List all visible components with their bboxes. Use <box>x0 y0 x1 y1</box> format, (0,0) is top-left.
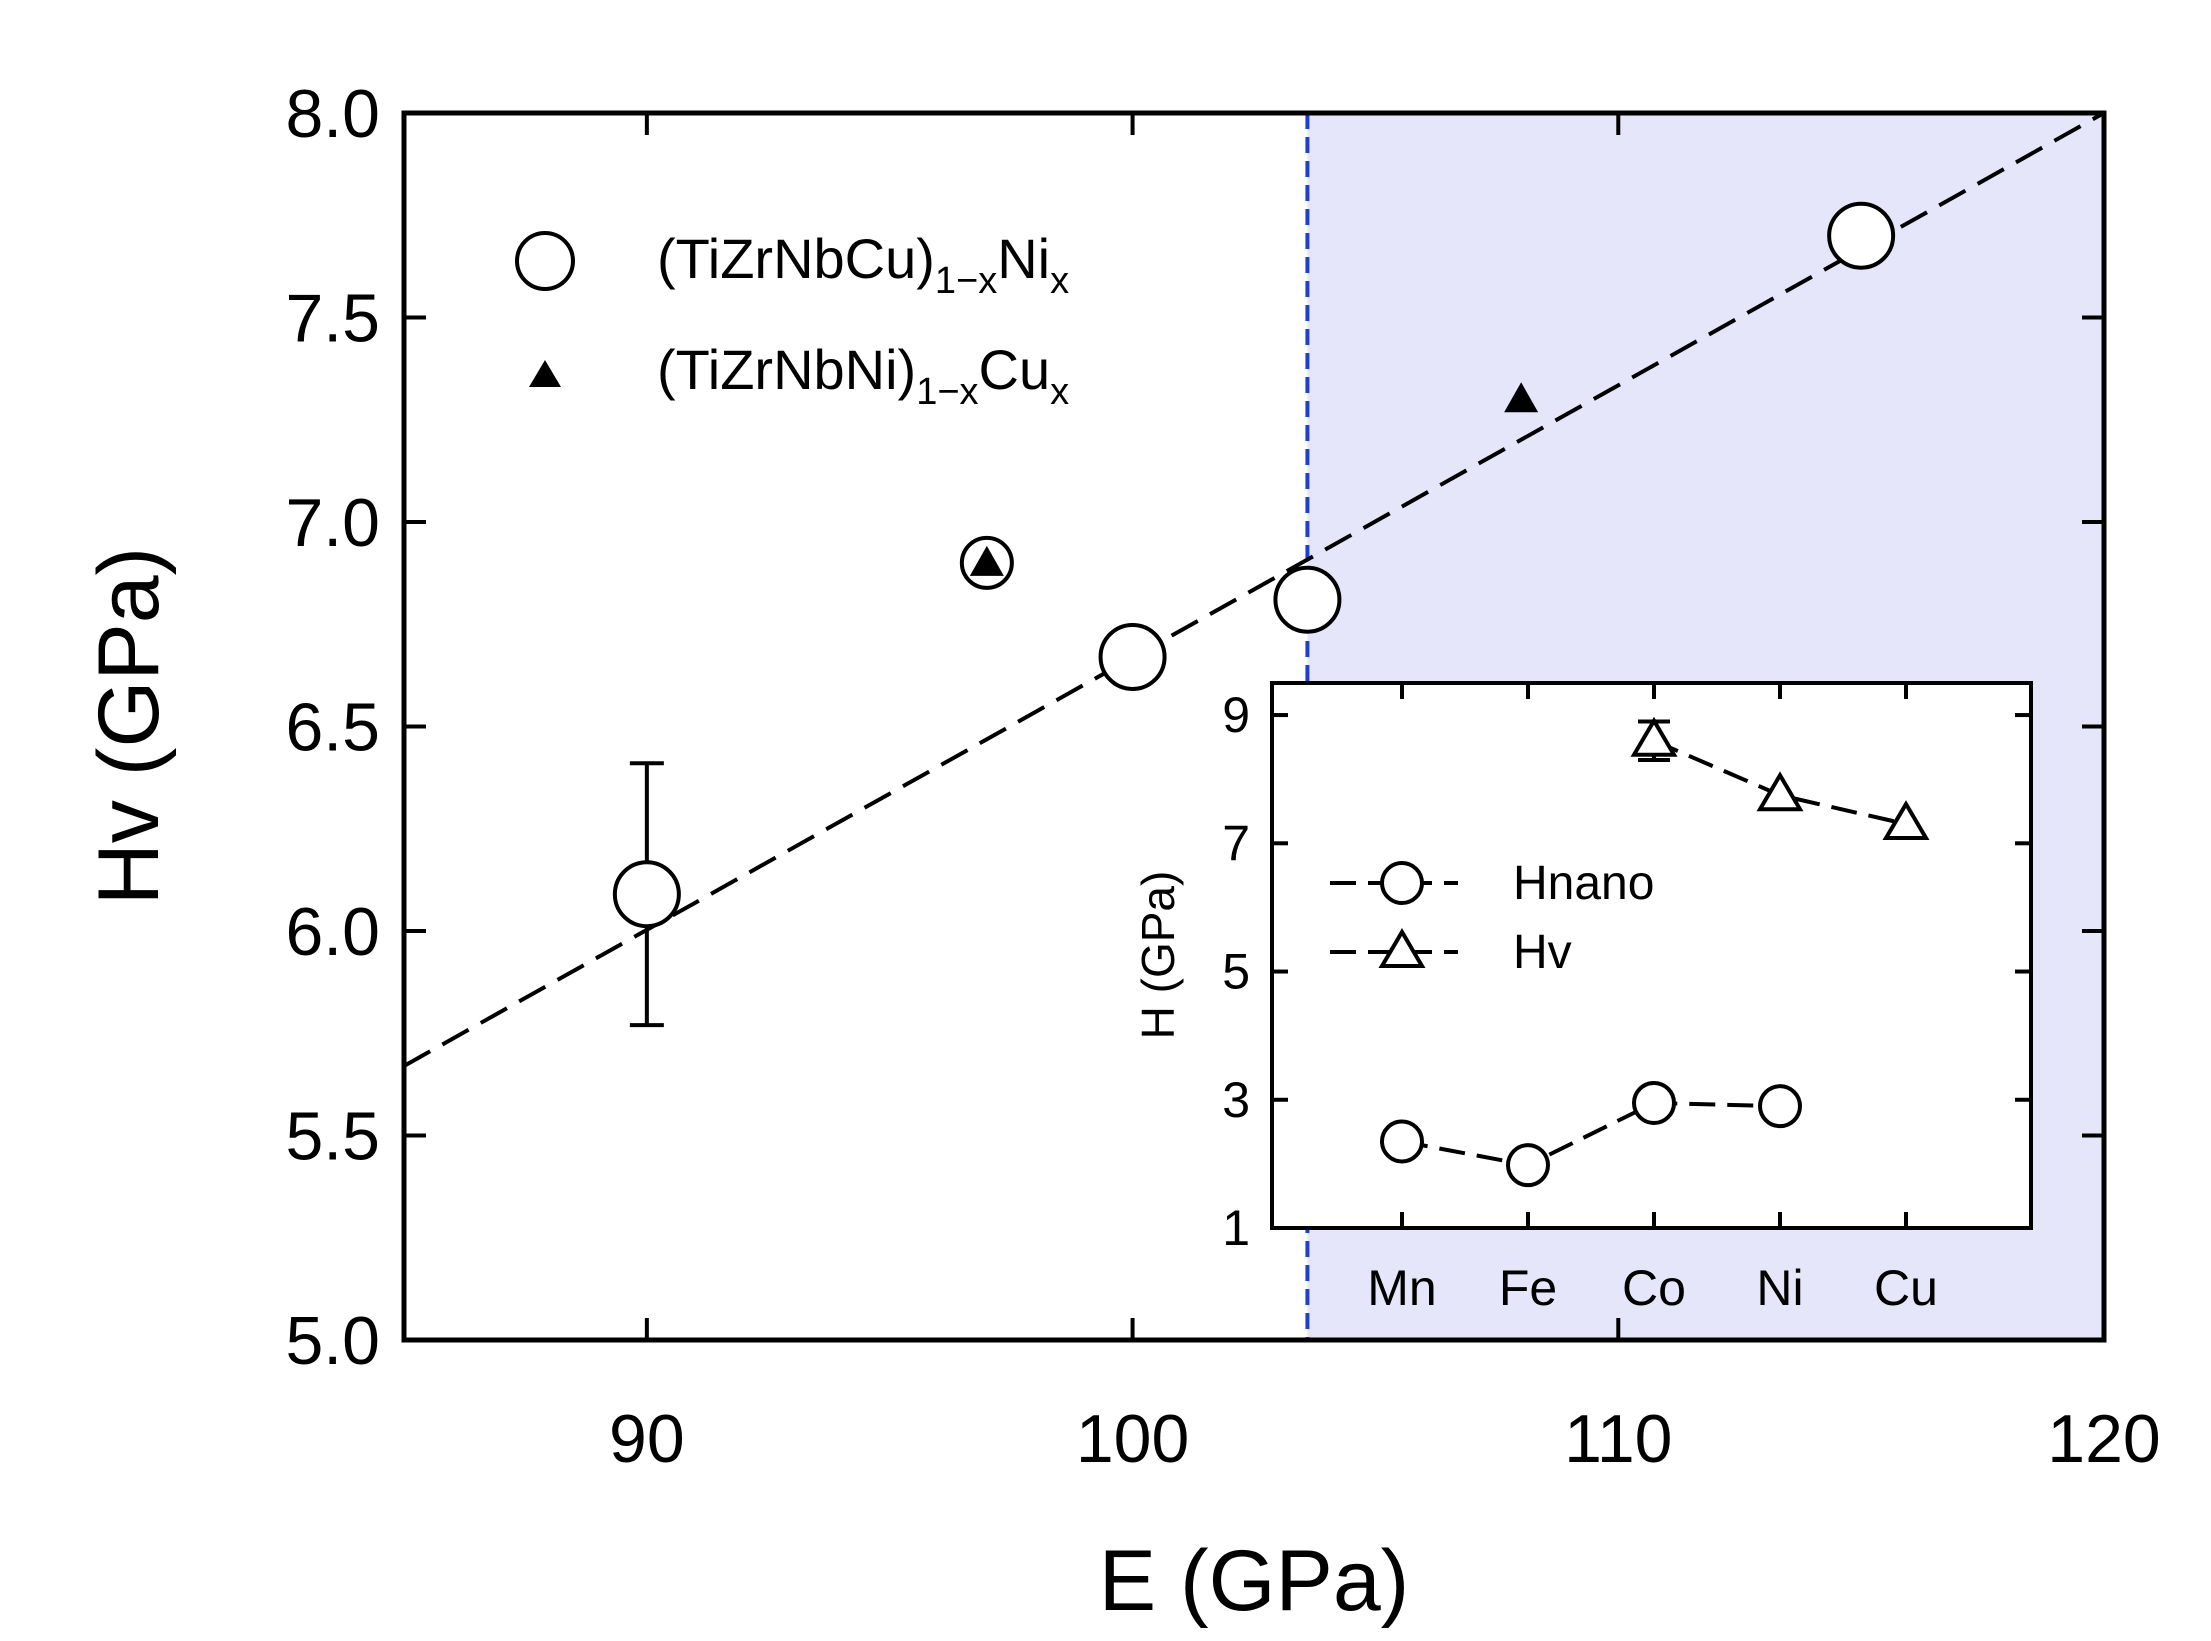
inset-legend-marker-hv <box>1378 928 1426 968</box>
main-x-tick-labels: 90 100 110 120 <box>609 1401 2161 1477</box>
x-tick-label: 120 <box>2047 1401 2160 1477</box>
legend-marker-ni <box>515 231 575 291</box>
inset-y-tick-label: 3 <box>1222 1072 1250 1128</box>
inset-legend-label-hnano: Hnano <box>1513 857 1654 910</box>
x-tick-label: 90 <box>609 1401 685 1477</box>
series-ni-markers <box>612 201 1896 929</box>
inset-point-hv <box>1630 716 1678 757</box>
main-legend: (TiZrNbCu)1−xNix (TiZrNbNi)1−xCux <box>515 227 1069 413</box>
inset-point-hv <box>1882 800 1930 841</box>
x-axis-label: E (GPa) <box>1099 1533 1410 1629</box>
y-tick-label: 5.0 <box>285 1303 380 1379</box>
inset-y-tick-label: 9 <box>1222 687 1250 743</box>
y-tick-label: 7.5 <box>285 281 380 357</box>
inset-x-tick-label: Fe <box>1499 1260 1557 1316</box>
x-tick-label: 110 <box>1564 1401 1672 1477</box>
inset-line-hnano <box>1401 1100 1781 1168</box>
inset-x-tick-labels: Mn Fe Co Ni Cu <box>1367 1260 1938 1316</box>
inset-legend-marker-hnano <box>1380 861 1424 905</box>
inset-x-tick-label: Co <box>1622 1260 1686 1316</box>
inset-y-tick-labels: 1 3 5 7 9 <box>1222 687 1250 1256</box>
inset-x-tick-label: Ni <box>1756 1260 1803 1316</box>
main-plot-frame <box>401 110 2107 1343</box>
main-y-tick-labels: 5.0 5.5 6.0 6.5 7.0 7.5 8.0 <box>285 76 380 1379</box>
y-tick-label: 6.5 <box>285 690 380 766</box>
inset-legend-label-hv: Hv <box>1513 926 1572 979</box>
inset-x-tick-label: Mn <box>1367 1260 1436 1316</box>
fit-line <box>403 111 2105 1068</box>
data-point-ni <box>1273 565 1342 634</box>
x-tick-label: 100 <box>1076 1401 1189 1477</box>
legend-label-cu: (TiZrNbNi)1−xCux <box>657 338 1069 413</box>
inset-y-tick-label: 1 <box>1222 1200 1250 1256</box>
data-point-ni <box>1098 622 1167 691</box>
inset-point-hnano <box>1506 1143 1550 1188</box>
inset-chart: Mn Fe Co Ni Cu 1 3 5 7 9 H (GPa) Hnano Hv <box>1132 681 2033 1316</box>
y-axis-label: Hv (GPa) <box>81 547 177 905</box>
y-tick-label: 8.0 <box>285 76 380 152</box>
inset-point-hnano <box>1380 1119 1424 1164</box>
series-cu-markers <box>969 382 1539 576</box>
inset-y-axis-label: H (GPa) <box>1132 871 1184 1040</box>
legend-marker-cu <box>529 360 561 387</box>
inset-y-tick-label: 5 <box>1222 944 1250 1000</box>
inset-frame <box>1270 681 2033 1230</box>
inset-point-hnano <box>1758 1084 1802 1129</box>
y-tick-label: 5.5 <box>285 1099 380 1175</box>
inset-y-tick-label: 7 <box>1222 815 1250 871</box>
data-point-cu <box>969 545 1004 576</box>
legend-label-ni: (TiZrNbCu)1−xNix <box>657 227 1069 302</box>
y-tick-label: 7.0 <box>285 485 380 561</box>
data-point-ni <box>612 860 681 929</box>
inset-legend: Hnano Hv <box>1330 857 1654 979</box>
y-tick-label: 6.0 <box>285 894 380 970</box>
data-point-cu <box>1504 382 1539 413</box>
inset-point-hnano <box>1632 1080 1676 1125</box>
inset-hv-markers <box>1630 716 1930 841</box>
inset-point-hv <box>1756 771 1804 812</box>
inset-hnano-markers <box>1380 1080 1802 1188</box>
data-point-ni <box>1827 201 1896 270</box>
inset-x-tick-label: Cu <box>1874 1260 1938 1316</box>
